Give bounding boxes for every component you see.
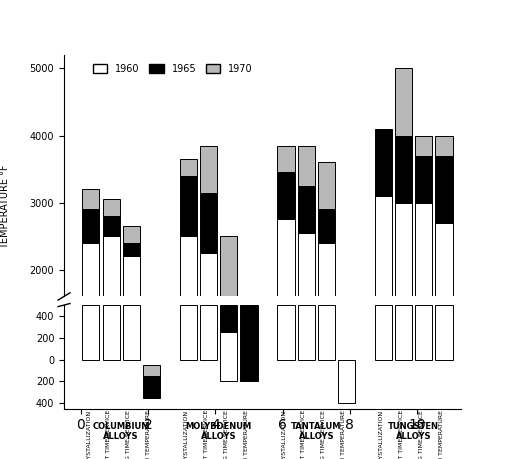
- Text: LONG TIME SERVICE: LONG TIME SERVICE: [322, 410, 326, 459]
- Text: TEMPERATURE °F: TEMPERATURE °F: [0, 164, 10, 249]
- Bar: [318, 305, 335, 359]
- Legend: 1960, 1965, 1970: 1960, 1965, 1970: [89, 60, 257, 78]
- Text: RECRYSTALLIZATION: RECRYSTALLIZATION: [281, 410, 286, 459]
- Bar: [82, 243, 99, 297]
- Bar: [415, 305, 433, 359]
- Bar: [82, 209, 99, 243]
- Bar: [220, 236, 238, 297]
- Bar: [102, 305, 120, 359]
- Bar: [318, 162, 335, 209]
- Bar: [297, 146, 315, 186]
- Bar: [415, 202, 433, 297]
- Bar: [415, 135, 433, 156]
- Text: TUNGSTEN
ALLOYS: TUNGSTEN ALLOYS: [388, 421, 439, 441]
- Bar: [123, 243, 140, 256]
- Text: SHORT TIME SERVICE: SHORT TIME SERVICE: [204, 410, 208, 459]
- Text: MOLYBDENUM
ALLOYS: MOLYBDENUM ALLOYS: [185, 421, 252, 441]
- Text: RECRYSTALLIZATION: RECRYSTALLIZATION: [86, 410, 91, 459]
- Bar: [415, 156, 433, 202]
- Bar: [143, 365, 160, 376]
- Bar: [297, 186, 315, 233]
- Text: LONG TIME SERVICE: LONG TIME SERVICE: [419, 410, 424, 459]
- Bar: [180, 159, 197, 176]
- Bar: [278, 305, 294, 359]
- Bar: [123, 256, 140, 297]
- Bar: [297, 233, 315, 297]
- Text: RECRYSTALLIZATION: RECRYSTALLIZATION: [378, 410, 383, 459]
- Bar: [435, 156, 453, 223]
- Bar: [200, 253, 217, 297]
- Bar: [102, 236, 120, 297]
- Bar: [200, 192, 217, 253]
- Bar: [102, 216, 120, 236]
- Bar: [82, 305, 99, 359]
- Text: TRANSITION TEMPERATURE: TRANSITION TEMPERATURE: [342, 410, 347, 459]
- Bar: [220, 332, 238, 381]
- Bar: [82, 189, 99, 209]
- Text: TANTALUM
ALLOYS: TANTALUM ALLOYS: [291, 421, 342, 441]
- Bar: [102, 199, 120, 216]
- Text: TRANSITION TEMPERATURE: TRANSITION TEMPERATURE: [244, 410, 249, 459]
- Bar: [123, 226, 140, 243]
- Text: LONG TIME SERVICE: LONG TIME SERVICE: [224, 410, 229, 459]
- Bar: [278, 173, 294, 219]
- Text: LONG TIME SERVICE: LONG TIME SERVICE: [126, 410, 131, 459]
- Text: SHORT TIME SERVICE: SHORT TIME SERVICE: [106, 410, 111, 459]
- Bar: [297, 305, 315, 359]
- Text: TRANSITION TEMPERATURE: TRANSITION TEMPERATURE: [439, 410, 444, 459]
- Bar: [278, 146, 294, 173]
- Text: RECRYSTALLIZATION: RECRYSTALLIZATION: [183, 410, 188, 459]
- Bar: [318, 243, 335, 297]
- Text: COLUMBIUM
ALLOYS: COLUMBIUM ALLOYS: [93, 421, 150, 441]
- Bar: [318, 209, 335, 243]
- Text: SHORT TIME SERVICE: SHORT TIME SERVICE: [301, 410, 306, 459]
- Bar: [143, 376, 160, 397]
- Bar: [220, 305, 238, 332]
- Bar: [375, 196, 392, 297]
- Bar: [435, 223, 453, 297]
- Bar: [123, 305, 140, 359]
- Bar: [200, 146, 217, 192]
- Bar: [278, 219, 294, 297]
- Bar: [180, 236, 197, 297]
- Bar: [395, 68, 412, 135]
- Bar: [375, 129, 392, 196]
- Bar: [200, 305, 217, 359]
- Text: SHORT TIME SERVICE: SHORT TIME SERVICE: [399, 410, 403, 459]
- Bar: [338, 359, 355, 403]
- Bar: [395, 202, 412, 297]
- Text: TRANSITION TEMPERATURE: TRANSITION TEMPERATURE: [146, 410, 152, 459]
- Bar: [375, 305, 392, 359]
- Bar: [240, 305, 258, 381]
- Bar: [435, 305, 453, 359]
- Bar: [395, 305, 412, 359]
- Bar: [435, 135, 453, 156]
- Bar: [395, 135, 412, 202]
- Bar: [180, 176, 197, 236]
- Bar: [180, 305, 197, 359]
